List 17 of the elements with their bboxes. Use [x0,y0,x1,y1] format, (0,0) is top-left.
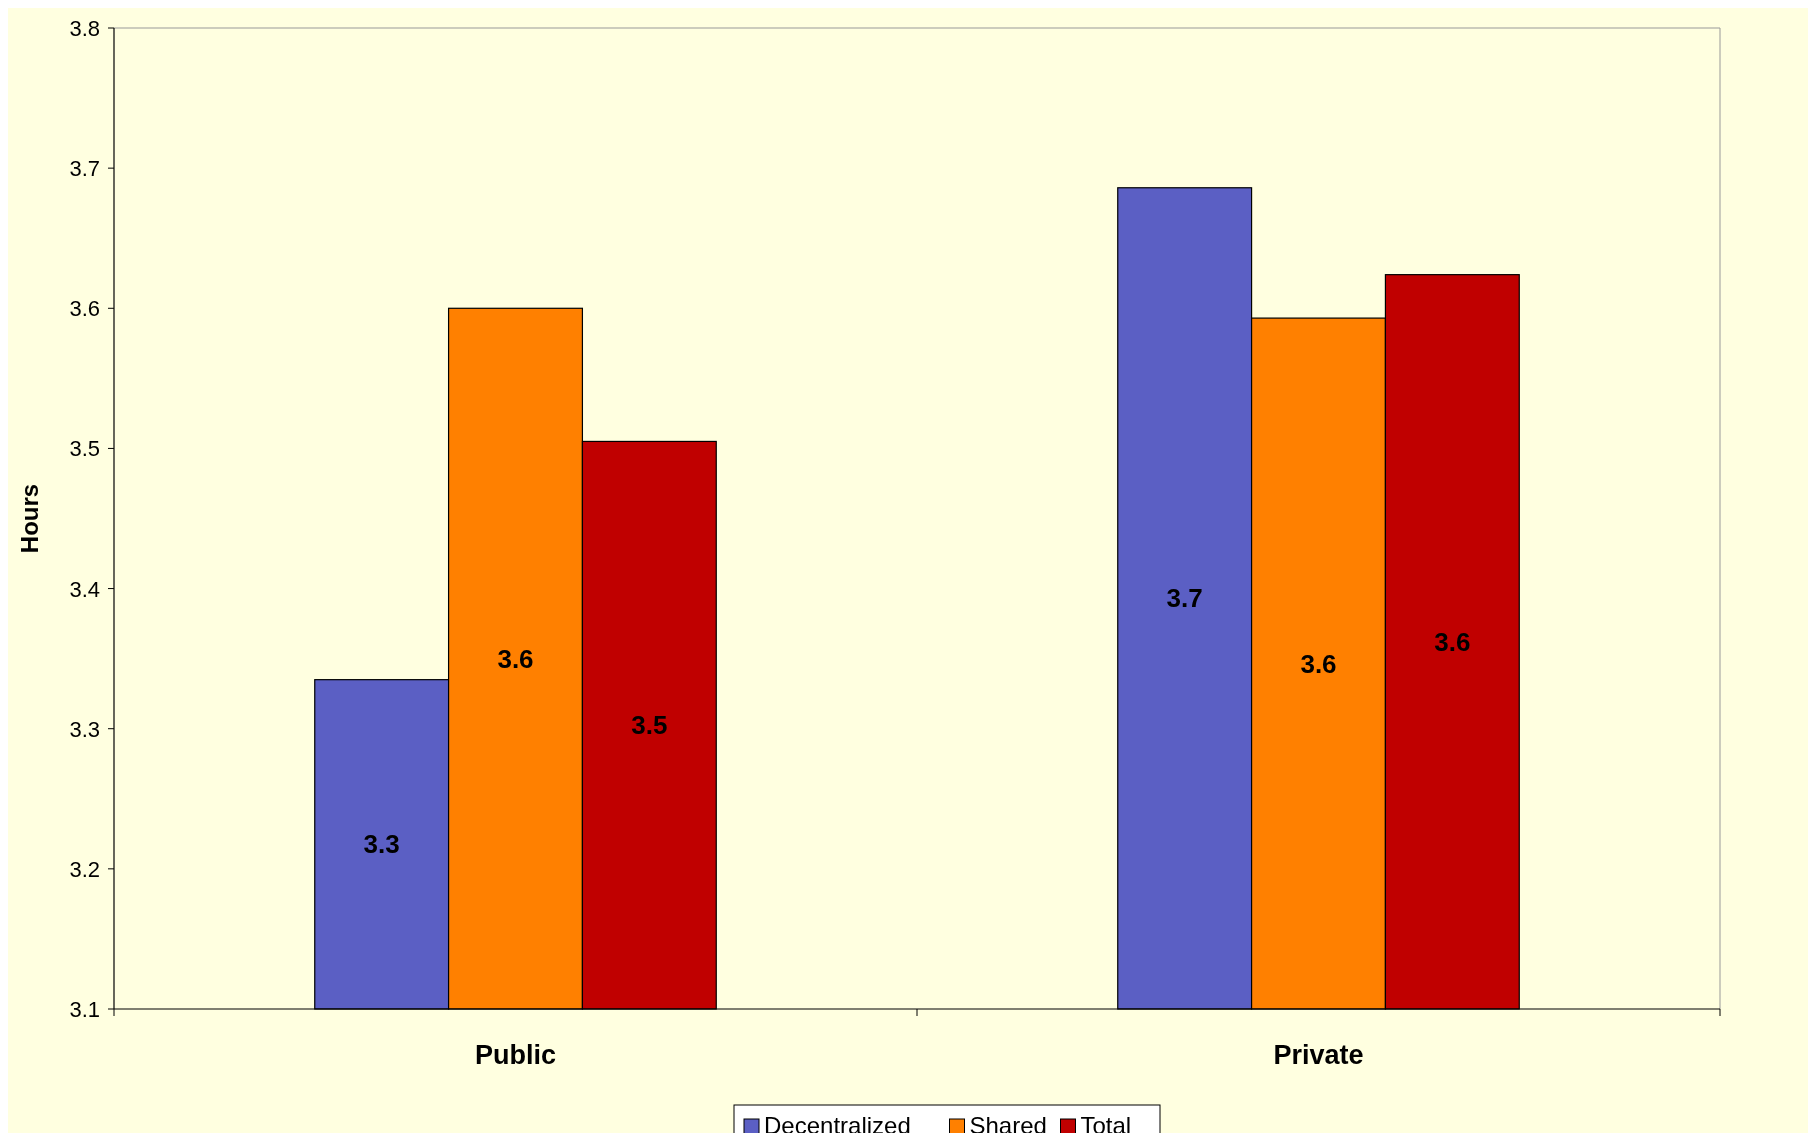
data-label: 3.6 [1300,648,1337,679]
y-tick-label: 3.7 [69,156,100,182]
data-label: 3.6 [1434,626,1471,657]
y-tick-label: 3.8 [69,16,100,41]
data-label: 3.6 [497,643,534,674]
y-tick-label: 3.3 [69,716,100,742]
y-tick-label: 3.4 [69,576,100,602]
y-axis-title: Hours [16,483,43,554]
data-label: 3.5 [631,710,668,741]
y-tick-label: 3.5 [69,436,100,462]
x-tick-label: Public [474,1040,557,1070]
data-label: 3.3 [363,829,400,860]
data-label: 3.7 [1166,583,1203,614]
y-tick-label: 3.1 [69,997,100,1022]
y-tick-label: 3.6 [69,296,100,322]
x-tick-label: Private [1273,1040,1364,1070]
y-tick-label: 3.2 [69,856,100,882]
